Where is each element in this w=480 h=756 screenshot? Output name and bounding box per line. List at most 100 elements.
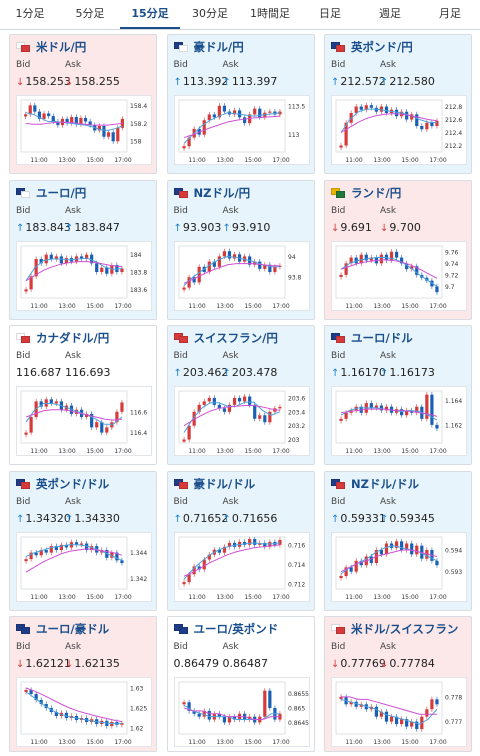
- price-chart[interactable]: 1.344 1.342 11:00 13:00 15:00 17:00: [16, 531, 152, 602]
- bid-value: ↓1.62121: [16, 657, 71, 670]
- long-moving-average-line: [25, 409, 123, 421]
- pair-name[interactable]: 豪ドル/ドル: [193, 476, 256, 491]
- rate-card[interactable]: 英ポンド/ドル Bid Ask ↑1.34320 ↑1.34330 1.344 1…: [9, 470, 157, 611]
- candle-body: [85, 254, 89, 259]
- bid-label: Bid: [173, 496, 188, 507]
- candle-body: [354, 701, 358, 707]
- price-chart[interactable]: 184 183.8 183.6 11:00 13:00 15:00 17:00: [16, 240, 152, 311]
- y-tick-label: 94: [288, 253, 296, 260]
- price-chart[interactable]: 212.8 212.6 212.4 212.2 11:00 13:00 15:00 17:00: [331, 95, 467, 165]
- rate-card[interactable]: スイスフラン/円 Bid Ask ↑203.462 ↑203.478 203.6…: [166, 325, 315, 465]
- pair-name[interactable]: スイスフラン/円: [193, 331, 278, 345]
- price-chart[interactable]: 9.76 9.74 9.72 9.7 11:00 13:00 15:00 17:00: [331, 240, 467, 311]
- y-tick-label: 0.594: [445, 547, 462, 554]
- x-tick-label: 17:00: [429, 448, 446, 455]
- tab-6[interactable]: 週足: [379, 7, 401, 20]
- price-chart[interactable]: 1.63 1.625 1.62 11:00 13:00 15:00 17:00: [16, 677, 152, 747]
- rate-card[interactable]: 豪ドル/円 Bid Ask ↑113.392 ↑113.397 113.5 113…: [166, 34, 315, 174]
- long-moving-average-line: [25, 260, 123, 281]
- price-chart[interactable]: 0.778 0.777 11:00 13:00 15:00 17:00: [331, 677, 467, 747]
- rate-card[interactable]: ランド/円 Bid Ask ↓9.691 ↓9.700 9.76 9.74 9.72…: [324, 179, 472, 320]
- bid-label: Bid: [16, 205, 31, 216]
- ask-value: ↓158.255: [65, 75, 120, 88]
- pair-name[interactable]: 豪ドル/円: [193, 40, 244, 54]
- pair-name[interactable]: ランド/円: [351, 185, 402, 200]
- rate-card[interactable]: ユーロ/英ポンド Bid Ask 0.86479 0.86487 0.8655 0…: [166, 616, 315, 752]
- candle-body: [44, 399, 48, 407]
- price-chart[interactable]: 0.716 0.714 0.712 11:00 13:00 15:00 17:00: [173, 531, 310, 602]
- rate-card[interactable]: NZドル/ドル Bid Ask ↑0.59331 ↑0.59345 0.594 0…: [324, 470, 472, 611]
- candle-body: [267, 111, 271, 113]
- x-tick-label: 11:00: [30, 594, 47, 601]
- tab-1[interactable]: 5分足: [75, 7, 105, 20]
- rate-card[interactable]: 豪ドル/ドル Bid Ask ↑0.71652 ↑0.71656 0.716 0.…: [166, 470, 315, 611]
- y-tick-label: 212.6: [445, 117, 462, 124]
- price-chart[interactable]: 0.8655 0.865 0.8645 11:00 13:00 15:00 17:00: [173, 677, 310, 747]
- tab-5[interactable]: 日足: [319, 7, 341, 20]
- rate-card[interactable]: 英ポンド/円 Bid Ask ↑212.572 ↑212.580 212.8 21…: [324, 34, 472, 174]
- candle-body: [115, 411, 119, 423]
- price-chart[interactable]: 0.594 0.593 11:00 13:00 15:00 17:00: [331, 531, 467, 602]
- price-chart[interactable]: 113.5 113 11:00 13:00 15:00 17:00: [173, 95, 310, 165]
- pair-name[interactable]: 英ポンド/ドル: [36, 476, 110, 491]
- tab-0[interactable]: 1分足: [15, 7, 45, 20]
- y-tick-label: 183.8: [130, 269, 147, 276]
- candle-body: [186, 137, 191, 147]
- x-tick-label: 17:00: [272, 739, 289, 746]
- candle-body: [24, 114, 28, 117]
- rate-card[interactable]: ユーロ/豪ドル Bid Ask ↓1.62121 ↓1.62135 1.63 1.…: [9, 616, 157, 752]
- rate-card[interactable]: 米ドル/スイスフラン Bid Ask ↓0.77769 ↓0.77784 0.7…: [324, 616, 472, 752]
- pair-name[interactable]: 米ドル/円: [36, 40, 87, 54]
- candle-body: [242, 117, 246, 124]
- chart-svg: 184 183.8 183.6 11:00 13:00 15:00 17:00: [20, 245, 147, 310]
- price-chart[interactable]: 158.4 158.2 158 11:00 13:00 15:00 17:00: [16, 95, 152, 165]
- chart-svg: 1.344 1.342 11:00 13:00 15:00 17:00: [20, 536, 147, 601]
- x-tick-label: 17:00: [272, 157, 289, 164]
- candle-body: [415, 406, 419, 413]
- card-header: NZドル/ドル: [331, 476, 419, 492]
- tab-2[interactable]: 15分足: [120, 0, 180, 29]
- rate-card[interactable]: ユーロ/ドル Bid Ask ↑1.16170 ↑1.16173 1.164 1.…: [324, 325, 472, 465]
- x-tick-label: 13:00: [216, 157, 233, 164]
- rate-card[interactable]: ユーロ/円 Bid Ask ↑183.843 ↑183.847 184 183.8…: [9, 179, 157, 320]
- pair-name[interactable]: NZドル/円: [193, 185, 251, 200]
- candle-body: [394, 109, 399, 117]
- candle-body: [232, 397, 236, 405]
- candle-body: [28, 105, 32, 115]
- pair-name[interactable]: カナダドル/円: [36, 331, 110, 345]
- flag-icon: [173, 42, 188, 52]
- pair-name[interactable]: ユーロ/英ポンド: [193, 622, 279, 636]
- pair-name[interactable]: ユーロ/円: [36, 185, 87, 200]
- x-tick-label: 11:00: [188, 739, 205, 746]
- rate-card[interactable]: 米ドル/円 Bid Ask ↓158.253 ↓158.255 158.4 158…: [9, 34, 157, 174]
- candle-body: [110, 552, 114, 558]
- candle-body: [56, 121, 60, 126]
- pair-name[interactable]: ユーロ/ドル: [351, 331, 413, 345]
- rate-card[interactable]: NZドル/円 Bid Ask ↑93.903 ↑93.910 94 93.8 11:…: [166, 179, 315, 320]
- y-tick-label: 116.4: [130, 430, 147, 437]
- plot-area: [20, 245, 128, 298]
- candle-body: [425, 709, 429, 717]
- long-moving-average-line: [183, 405, 280, 427]
- chart-svg: 212.8 212.6 212.4 212.2 11:00 13:00 15:00 17:00: [335, 99, 462, 164]
- pair-name[interactable]: NZドル/ドル: [351, 476, 420, 491]
- candle-body: [379, 405, 384, 411]
- x-tick-label: 15:00: [86, 739, 103, 746]
- price-chart[interactable]: 203.6 203.4 203.2 203 11:00 13:00 15:00 17:00: [173, 386, 310, 456]
- down-arrow-icon: ↓: [16, 659, 25, 670]
- price-chart[interactable]: 116.6 116.4 11:00 13:00 15:00 17:00: [16, 386, 152, 456]
- ask-label: Ask: [380, 642, 397, 652]
- tab-3[interactable]: 30分足: [192, 7, 228, 20]
- price-chart[interactable]: 1.164 1.162 11:00 13:00 15:00 17:00: [331, 386, 467, 456]
- candle-body: [181, 439, 186, 442]
- pair-name[interactable]: ユーロ/豪ドル: [36, 622, 110, 636]
- pair-name[interactable]: 英ポンド/円: [351, 40, 413, 54]
- flag-icon: [16, 42, 30, 52]
- pair-name[interactable]: 米ドル/スイスフラン: [351, 622, 459, 636]
- tab-7[interactable]: 月足: [439, 7, 461, 20]
- price-chart[interactable]: 94 93.8 11:00 13:00 15:00 17:00: [173, 240, 310, 311]
- rate-card[interactable]: カナダドル/円 Bid Ask 116.687 116.693 116.6 116…: [9, 325, 157, 465]
- candle-body: [272, 266, 277, 272]
- tab-4[interactable]: 1時間足: [250, 7, 290, 20]
- candle-body: [232, 716, 236, 720]
